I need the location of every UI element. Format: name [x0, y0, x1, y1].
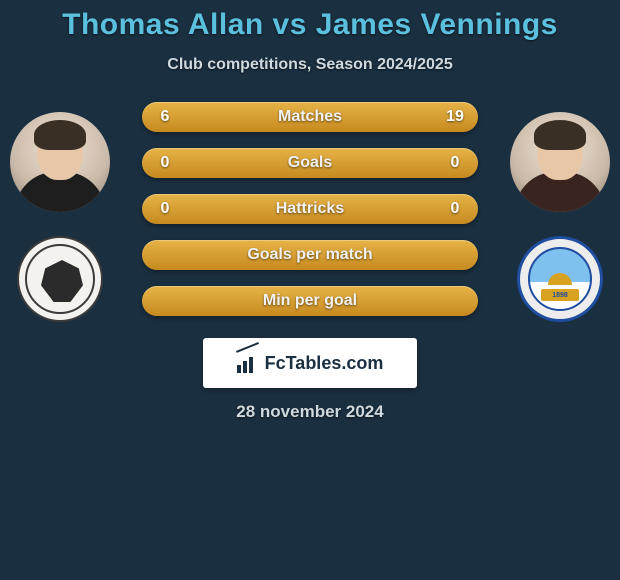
stat-label: Hattricks [142, 200, 478, 218]
page-title: Thomas Allan vs James Vennings [0, 8, 620, 42]
fctables-icon [237, 353, 259, 373]
stat-label: Min per goal [142, 292, 478, 310]
snapshot-date: 28 november 2024 [0, 402, 620, 422]
stat-left-value: 0 [156, 154, 174, 172]
stats-list: 6 Matches 19 0 Goals 0 0 Hattricks 0 Goa… [142, 102, 478, 316]
stat-label: Goals per match [142, 246, 478, 264]
stat-right-value: 19 [446, 108, 464, 126]
compare-area: 1898 6 Matches 19 0 Goals 0 0 Hattricks … [0, 102, 620, 316]
source-logo[interactable]: FcTables.com [203, 338, 417, 388]
stat-row-goals: 0 Goals 0 [142, 148, 478, 178]
club-right-year: 1898 [541, 289, 579, 301]
stat-row-min-per-goal: Min per goal [142, 286, 478, 316]
subtitle: Club competitions, Season 2024/2025 [0, 56, 620, 74]
stat-label: Goals [142, 154, 478, 172]
stat-right-value: 0 [446, 154, 464, 172]
club-left-badge [17, 236, 103, 322]
source-logo-text: FcTables.com [265, 353, 384, 374]
club-right-badge: 1898 [517, 236, 603, 322]
player-left-column [10, 112, 110, 322]
player-left-avatar [10, 112, 110, 212]
stat-row-hattricks: 0 Hattricks 0 [142, 194, 478, 224]
player-right-column: 1898 [510, 112, 610, 322]
player-right-avatar [510, 112, 610, 212]
stat-row-matches: 6 Matches 19 [142, 102, 478, 132]
stat-left-value: 6 [156, 108, 174, 126]
comparison-card: Thomas Allan vs James Vennings Club comp… [0, 0, 620, 422]
stat-right-value: 0 [446, 200, 464, 218]
stat-row-goals-per-match: Goals per match [142, 240, 478, 270]
stat-left-value: 0 [156, 200, 174, 218]
stat-label: Matches [142, 108, 478, 126]
